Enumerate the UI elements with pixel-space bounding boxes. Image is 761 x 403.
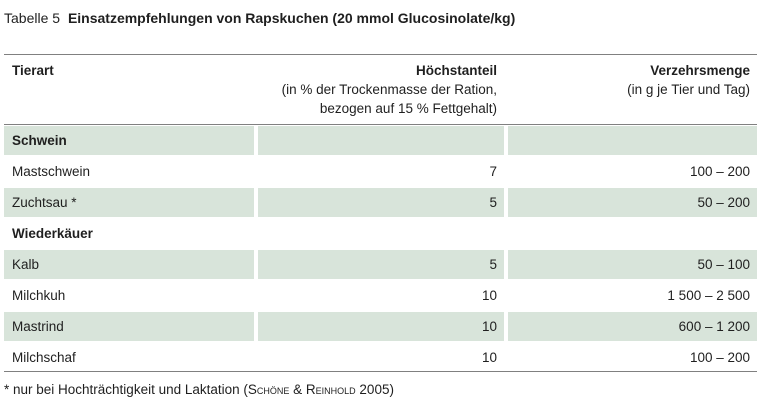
table-caption: Tabelle 5 Einsatzempfehlungen von Rapsku… <box>4 10 515 26</box>
row-verzehrsmenge: 100 – 200 <box>689 164 750 179</box>
table-row: Milchschaf 10 100 – 200 <box>4 343 757 372</box>
header-col3-title: Verzehrsmenge <box>650 63 750 78</box>
header-col2-sub1: (in % der Trockenmasse der Ration, <box>281 82 497 97</box>
top-rule <box>4 54 757 55</box>
row-label: Milchkuh <box>12 288 66 303</box>
row-hoechstanteil: 7 <box>489 164 497 179</box>
row-label: Kalb <box>4 250 254 279</box>
row-label: Schwein <box>4 126 254 155</box>
row-verzehrsmenge <box>508 219 757 248</box>
header-col3-sub1: (in g je Tier und Tag) <box>627 82 750 97</box>
header-col2-sub2: bezogen auf 15 % Fettgehalt) <box>319 101 497 116</box>
footnote: * nur bei Hochträchtigkeit und Laktation… <box>4 382 394 397</box>
row-verzehrsmenge: 100 – 200 <box>689 350 750 365</box>
row-hoechstanteil: 10 <box>258 312 504 341</box>
table-row: Milchkuh 10 1 500 – 2 500 <box>4 281 757 310</box>
row-verzehrsmenge: 600 – 1 200 <box>508 312 757 341</box>
row-label: Mastrind <box>4 312 254 341</box>
row-verzehrsmenge: 1 500 – 2 500 <box>667 288 750 303</box>
row-label: Mastschwein <box>12 164 91 179</box>
row-hoechstanteil: 5 <box>258 188 504 217</box>
footnote-suffix: 2005) <box>355 382 394 397</box>
table-row: Kalb 5 50 – 100 <box>4 250 757 279</box>
header-col2-title: Höchstanteil <box>415 63 497 78</box>
table-number: Tabelle 5 <box>4 10 61 26</box>
table-row: Mastrind 10 600 – 1 200 <box>4 312 757 341</box>
table-row: Mastschwein 7 100 – 200 <box>4 157 757 186</box>
group-row: Schwein <box>4 126 757 155</box>
header-col1-label: Tierart <box>12 63 54 78</box>
footnote-authors: Schöne & Reinhold <box>247 382 356 397</box>
table-row: Zuchtsau * 5 50 – 200 <box>4 188 757 217</box>
header-verzehrsmenge: Verzehrsmenge (in g je Tier und Tag) <box>627 61 750 99</box>
row-hoechstanteil: 10 <box>481 288 497 303</box>
header-tierart: Tierart <box>12 61 54 80</box>
row-verzehrsmenge: 50 – 100 <box>508 250 757 279</box>
header-rule <box>4 124 757 125</box>
bottom-rule <box>4 371 757 372</box>
row-hoechstanteil <box>258 219 504 248</box>
group-row: Wiederkäuer <box>4 219 757 248</box>
row-verzehrsmenge: 50 – 200 <box>508 188 757 217</box>
row-label: Wiederkäuer <box>12 226 93 241</box>
row-hoechstanteil <box>258 126 504 155</box>
table-title: Einsatzempfehlungen von Rapskuchen (20 m… <box>67 10 516 26</box>
row-label: Milchschaf <box>12 350 76 365</box>
row-hoechstanteil: 10 <box>481 350 497 365</box>
row-hoechstanteil: 5 <box>258 250 504 279</box>
row-verzehrsmenge <box>508 126 757 155</box>
header-hoechstanteil: Höchstanteil (in % der Trockenmasse der … <box>282 61 497 118</box>
footnote-prefix: * nur bei Hochträchtigkeit und Laktation… <box>4 382 248 397</box>
row-label: Zuchtsau * <box>4 188 254 217</box>
